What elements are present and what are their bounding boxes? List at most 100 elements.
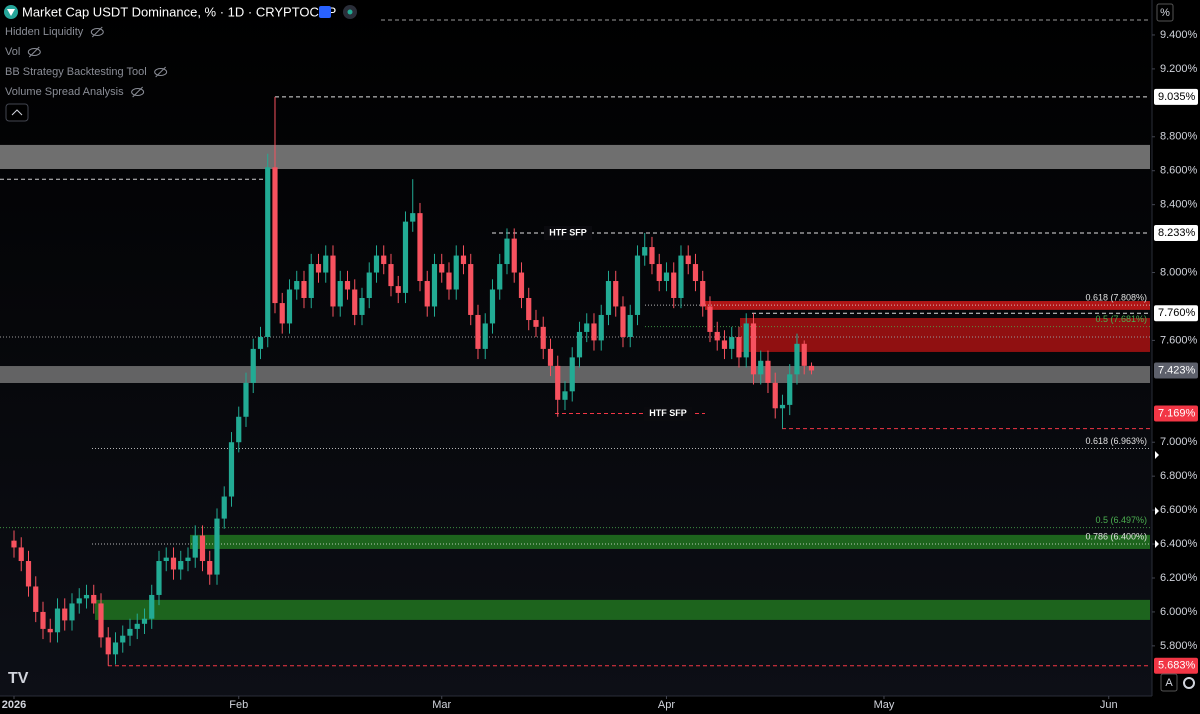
- indicator-name: Vol: [5, 46, 20, 58]
- candle-body: [76, 598, 82, 604]
- symbol-logo-mark: [7, 9, 15, 16]
- candle-body: [185, 557, 191, 562]
- candle-body: [576, 331, 583, 358]
- auto-button[interactable]: A: [1165, 677, 1173, 689]
- collapse-button[interactable]: [5, 103, 29, 122]
- candle-body: [395, 286, 401, 293]
- edge-marker: [1155, 540, 1159, 548]
- candle-body: [105, 637, 111, 655]
- auto-box[interactable]: [1160, 673, 1178, 692]
- candle-body: [149, 594, 155, 619]
- price-tag-box: [1154, 305, 1198, 322]
- y-tick-label: 8.000%: [1160, 266, 1198, 278]
- candle-body: [504, 238, 510, 265]
- candle-body: [692, 264, 699, 282]
- candle-body: [671, 272, 677, 298]
- flag-icon[interactable]: [319, 6, 331, 18]
- candle-body: [315, 264, 322, 273]
- fib-label: 0.5 (6.497%): [1095, 515, 1147, 525]
- unit-label[interactable]: %: [1160, 7, 1170, 19]
- candle-body: [634, 255, 641, 315]
- price-tag-label: 7.423%: [1158, 364, 1196, 376]
- candle-body: [120, 635, 126, 643]
- hidden-eye-icon[interactable]: [90, 28, 104, 36]
- edge-marker: [1155, 451, 1159, 459]
- annotation-bg: [644, 406, 692, 421]
- price-axis: [1152, 0, 1200, 714]
- candle-body: [453, 255, 459, 290]
- fib-label: 0.618 (7.808%): [1085, 292, 1147, 302]
- time-axis: [0, 696, 1152, 714]
- price-tag-box: [1154, 88, 1198, 105]
- candle-body: [743, 323, 749, 358]
- hidden-eye-icon[interactable]: [154, 68, 168, 76]
- y-tick-label: 8.800%: [1160, 131, 1198, 143]
- candle-body: [700, 281, 706, 307]
- candle-body: [11, 540, 17, 548]
- candle-body: [410, 213, 416, 222]
- candle-body: [18, 547, 24, 562]
- candle-body: [265, 167, 271, 338]
- candle-body: [794, 343, 800, 375]
- zone: [190, 534, 1150, 549]
- y-tick-label: 7.600%: [1160, 334, 1198, 346]
- candle-body: [685, 255, 691, 265]
- candle-body: [482, 323, 488, 349]
- candle-body: [758, 360, 764, 375]
- candle-body: [163, 557, 169, 562]
- candle-body: [330, 255, 336, 307]
- y-tick-label: 7.000%: [1160, 436, 1198, 448]
- candle-body: [243, 382, 249, 417]
- zone: [0, 366, 1150, 384]
- x-tick-label: Mar: [432, 699, 451, 711]
- candle-body: [613, 281, 619, 307]
- x-tick-label: 2026: [2, 699, 26, 711]
- candle-body: [294, 281, 300, 290]
- candle-body: [98, 603, 104, 638]
- candle-body: [33, 586, 39, 612]
- unit-box[interactable]: [1156, 3, 1174, 22]
- candle-body: [627, 314, 633, 338]
- candle-body: [555, 365, 561, 400]
- candle-body: [424, 281, 430, 307]
- candle-body: [279, 303, 285, 324]
- zone: [95, 599, 1150, 620]
- candle-body: [250, 348, 256, 383]
- candle-body: [170, 557, 177, 570]
- x-tick-label: May: [874, 699, 895, 711]
- candle-body: [228, 442, 235, 497]
- y-tick-label: 6.200%: [1160, 572, 1198, 584]
- candle-body: [344, 281, 351, 290]
- candle-body: [446, 272, 452, 290]
- candle-body: [366, 272, 372, 298]
- x-tick-label: Feb: [229, 699, 248, 711]
- candle-body: [569, 357, 575, 392]
- candle-body: [156, 561, 162, 595]
- candle-body: [663, 272, 670, 282]
- zones: [0, 144, 1150, 620]
- collapse-icon: [11, 109, 23, 116]
- candle-body: [359, 297, 365, 315]
- candle-body: [286, 289, 293, 324]
- candle-body: [729, 337, 735, 349]
- hidden-eye-icon[interactable]: [27, 48, 41, 56]
- candle-body: [221, 496, 227, 519]
- candle-body: [678, 255, 684, 298]
- settings-icon[interactable]: [1183, 677, 1195, 689]
- candle-body: [591, 323, 597, 341]
- hidden-eye-icon[interactable]: [131, 88, 145, 96]
- candle-body: [308, 264, 314, 298]
- candle-body: [489, 289, 496, 324]
- candle-body: [533, 320, 539, 327]
- candle-body: [91, 594, 97, 604]
- candle-body: [620, 306, 626, 338]
- tv-logo: TV: [8, 670, 29, 687]
- candle-body: [547, 348, 554, 366]
- candle-body: [207, 561, 213, 575]
- price-tag-label: 7.169%: [1158, 407, 1196, 419]
- fib-label: 0.786 (6.400%): [1085, 531, 1147, 541]
- candle-body: [526, 297, 532, 321]
- candle-body: [402, 221, 409, 293]
- y-tick-label: 8.600%: [1160, 165, 1198, 177]
